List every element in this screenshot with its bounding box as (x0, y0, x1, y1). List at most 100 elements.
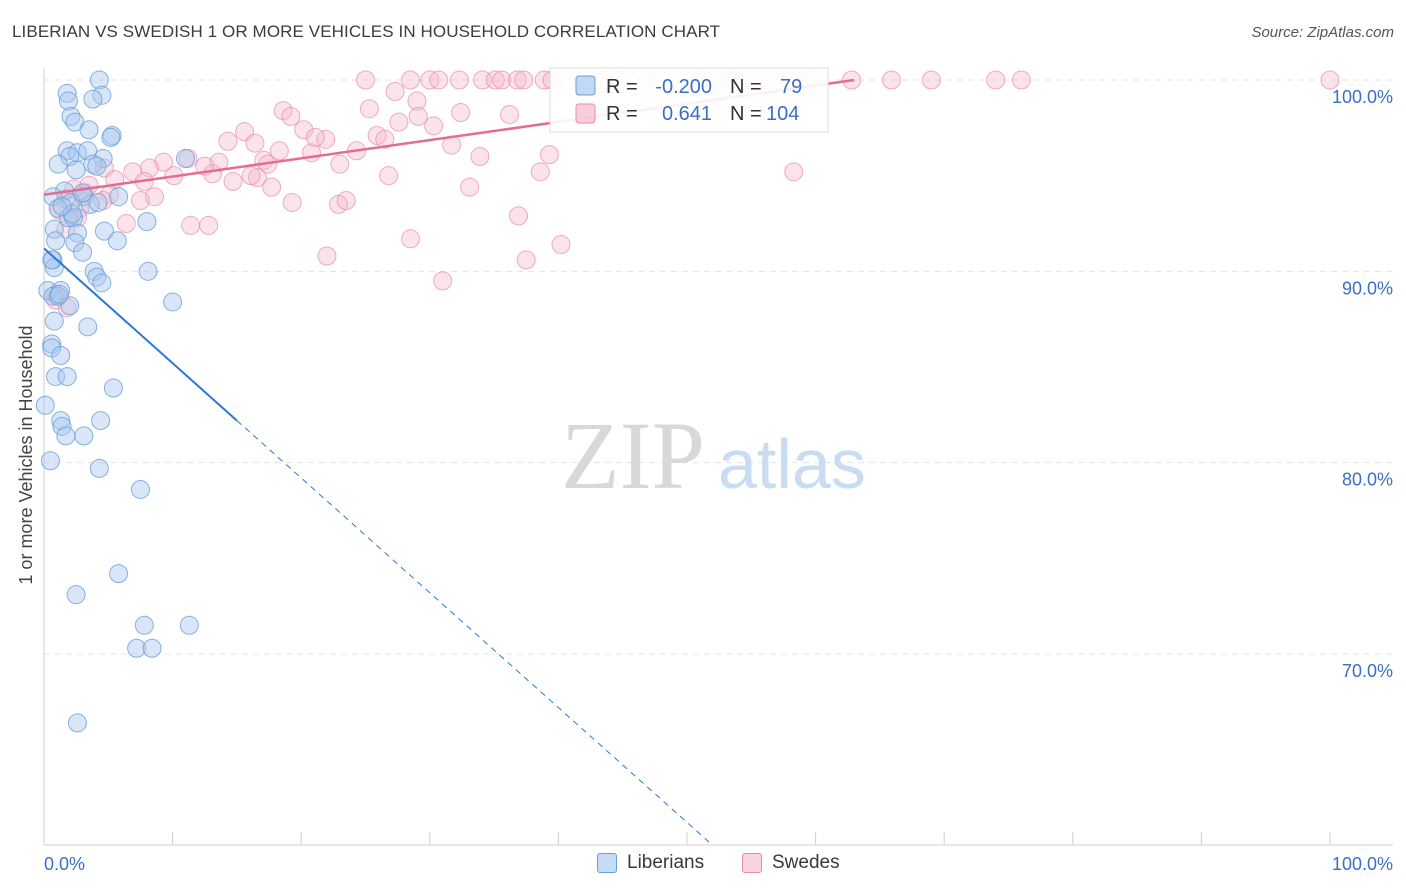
swedes-point-99 (305, 127, 325, 147)
swedes-point-100 (375, 129, 395, 149)
swedes-point-60 (530, 162, 550, 182)
y-tick-label-70: 70.0% (1342, 661, 1393, 681)
swedes-point-75 (336, 191, 356, 211)
swedes-point-93 (145, 187, 165, 207)
swedes-point-34 (359, 99, 379, 119)
legend-swatch-liberians (575, 75, 596, 96)
watermark-atlas: atlas (718, 425, 866, 503)
liberians-point-53 (51, 346, 71, 366)
x-tick-label-max: 100.0% (1332, 854, 1393, 874)
liberians-point-42 (92, 273, 112, 293)
swedes-point-82 (401, 229, 421, 249)
correlation-legend: R = -0.200 N = 79 R = 0.641 N = 104 (549, 67, 829, 133)
liberians-point-78 (87, 156, 107, 176)
swedes-point-6 (485, 70, 505, 90)
liberians-point-4 (83, 89, 103, 109)
swedes-point-33 (273, 101, 293, 121)
swedes-point-3 (429, 70, 449, 90)
legend-label-liberians: Liberians (627, 852, 705, 873)
legend-n-label-liberians: N = (730, 76, 762, 98)
swedes-point-98 (269, 141, 289, 161)
y-tick-label-80: 80.0% (1342, 470, 1393, 490)
swedes-point-72 (130, 191, 150, 211)
swedes-point-96 (223, 171, 243, 191)
liberians-point-72 (67, 713, 87, 733)
swedes-point-32 (407, 91, 427, 111)
liberians-point-16 (66, 160, 86, 180)
swedes-point-50 (154, 152, 174, 172)
swedes-point-62 (247, 168, 267, 188)
liberians-trend-extension (236, 420, 714, 846)
liberians-point-74 (49, 284, 69, 304)
y-tick-labels: 100.0% 90.0% 80.0% 70.0% (1332, 87, 1393, 681)
swedes-point-83 (509, 206, 529, 226)
liberians-point-22 (109, 187, 129, 207)
x-tick-label-min: 0.0% (44, 854, 85, 874)
swedes-point-103 (539, 145, 559, 165)
swedes-point-36 (451, 103, 471, 123)
swedes-point-59 (379, 166, 399, 186)
swedes-point-101 (408, 106, 428, 126)
liberians-point-3 (58, 91, 78, 111)
liberians-point-7 (79, 120, 99, 140)
liberians-point-35 (107, 231, 127, 251)
swedes-point-30 (1320, 70, 1340, 90)
liberians-point-57 (35, 395, 55, 415)
swedes-point-61 (784, 162, 804, 182)
liberians-point-75 (62, 204, 82, 224)
liberians-point-63 (40, 451, 60, 471)
legend-label-swedes: Swedes (772, 852, 840, 873)
liberians-point-0 (89, 70, 109, 90)
liberians-point-14 (93, 148, 113, 168)
liberians-point-15 (48, 154, 68, 174)
swedes-point-9 (514, 70, 534, 90)
legend-item-liberians: Liberians (597, 852, 704, 874)
swedes-point-1 (401, 70, 421, 90)
swedes-point-43 (218, 131, 238, 151)
swedes-point-8 (507, 70, 527, 90)
swedes-point-87 (433, 271, 453, 291)
liberians-point-62 (74, 426, 94, 446)
liberians-point-32 (94, 221, 114, 241)
swedes-point-47 (470, 147, 490, 167)
liberians-point-50 (78, 317, 98, 337)
liberians-point-40 (138, 261, 158, 281)
legend-r-label-liberians: R = (606, 76, 638, 98)
liberians-point-1 (57, 83, 77, 103)
legend-r-value-swedes: 0.641 (662, 103, 712, 125)
axes (43, 68, 1393, 846)
swedes-point-28 (986, 70, 1006, 90)
swedes-point-0 (356, 70, 375, 90)
swedes-point-37 (389, 112, 409, 132)
swedes-point-78 (116, 214, 136, 233)
liberians-trend-line (43, 247, 238, 422)
liberians-point-25 (88, 192, 108, 212)
swedes-point-27 (921, 70, 941, 90)
legend-item-swedes: Swedes (742, 852, 840, 874)
liberians-point-36 (73, 242, 93, 262)
liberians-point-64 (89, 458, 109, 478)
legend-swatch-swedes (742, 853, 762, 873)
swedes-point-38 (424, 116, 444, 136)
legend-r-value-liberians: -0.200 (655, 76, 712, 98)
swedes-point-66 (460, 177, 480, 197)
liberians-point-34 (65, 233, 85, 253)
liberians-point-33 (46, 231, 66, 251)
swedes-point-95 (202, 164, 222, 184)
liberians-point-69 (179, 615, 199, 635)
watermark-zip: ZIP (561, 402, 705, 509)
liberians-point-66 (109, 564, 129, 584)
liberians-point-24 (80, 194, 100, 214)
liberians-point-41 (87, 267, 107, 287)
legend-n-label-swedes: N = (730, 103, 762, 125)
liberians-point-59 (91, 411, 111, 431)
liberians-point-61 (56, 426, 76, 446)
liberians-point-49 (44, 311, 64, 331)
liberians-point-18 (175, 148, 195, 168)
y-tick-label-100: 100.0% (1332, 87, 1393, 107)
liberians-point-29 (137, 212, 157, 232)
liberians-point-68 (134, 615, 154, 635)
swedes-point-63 (241, 166, 261, 186)
liberians-point-60 (52, 416, 72, 436)
legend-swatch-liberians (597, 853, 617, 873)
